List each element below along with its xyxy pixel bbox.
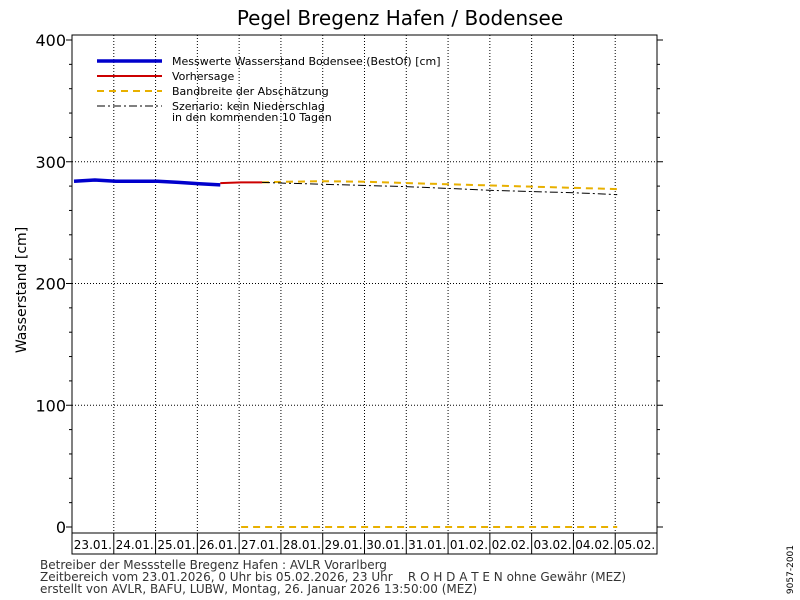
footer-time-range: Zeitbereich vom 23.01.2026, 0 Uhr bis 05… <box>40 570 627 584</box>
x-tick-label: 31.01. <box>408 538 446 552</box>
x-tick-label: 24.01. <box>116 538 154 552</box>
y-axis-label: Wasserstand [cm] <box>14 227 30 353</box>
footer-operator: Betreiber der Messstelle Bregenz Hafen :… <box>40 558 387 572</box>
x-tick-label: 23.01. <box>74 538 112 552</box>
footer-created: erstellt von AVLR, BAFU, LUBW, Montag, 2… <box>40 582 478 596</box>
x-tick-label: 26.01. <box>199 538 237 552</box>
x-tick-label: 25.01. <box>157 538 195 552</box>
x-tick-label: 29.01. <box>325 538 363 552</box>
legend-label: Messwerte Wasserstand Bodensee (BestOf) … <box>172 55 441 68</box>
legend-label: Vorhersage <box>172 70 234 83</box>
legend-label-continuation: in den kommenden 10 Tagen <box>172 111 332 124</box>
side-code: 9057-2001 <box>786 544 796 594</box>
legend-label: Bandbreite der Abschätzung <box>172 85 329 98</box>
x-tick-label: 02.02. <box>492 538 530 552</box>
axes: 0 100 200 300 400 23.01. 24.01. 25.01. 26.01. 27.… <box>35 31 663 555</box>
series-line <box>261 180 618 191</box>
chart-title: Pegel Bregenz Hafen / Bodensee <box>237 6 563 30</box>
x-tick-label: 04.02. <box>575 538 613 552</box>
x-tick-label: 27.01. <box>241 538 279 552</box>
x-tick-label: 03.02. <box>533 538 571 552</box>
y-tick-label: 300 <box>35 153 66 172</box>
y-tick-label: 400 <box>35 31 66 50</box>
x-tick-label: 01.02. <box>450 538 488 552</box>
grid <box>72 35 657 533</box>
y-tick-label: 200 <box>35 275 66 294</box>
x-tick-label: 30.01. <box>366 538 404 552</box>
x-tick-label: 28.01. <box>283 538 321 552</box>
y-tick-label: 0 <box>56 518 66 537</box>
series-line <box>220 181 262 185</box>
series-layer <box>73 178 618 528</box>
series-line <box>73 178 221 187</box>
x-tick-label: 05.02. <box>617 538 655 552</box>
legend-label: Szenario: kein Niederschlag <box>172 100 325 113</box>
legend: Messwerte Wasserstand Bodensee (BestOf) … <box>97 55 441 124</box>
y-tick-label: 100 <box>35 396 66 415</box>
series-line <box>261 181 618 196</box>
